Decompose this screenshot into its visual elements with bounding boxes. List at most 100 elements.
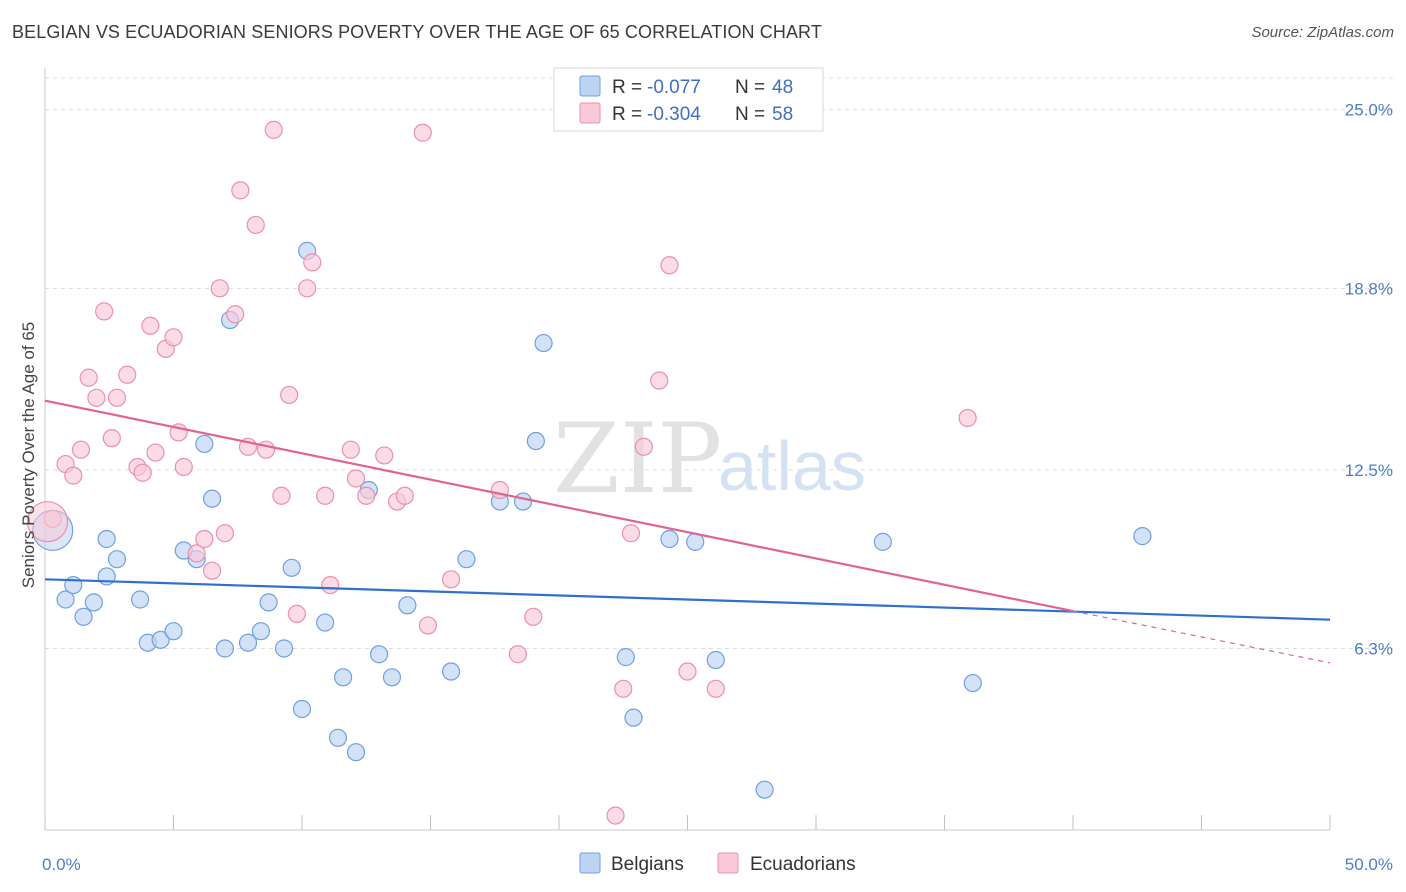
point-ecuadorians	[606, 806, 625, 825]
point-ecuadorians	[102, 429, 121, 448]
point-ecuadorians	[87, 388, 106, 407]
legend-r-label-ecuadorians: R =	[612, 104, 642, 125]
point-ecuadorians	[650, 371, 669, 390]
point-belgians	[346, 743, 366, 762]
point-belgians	[259, 593, 278, 612]
point-belgians	[526, 431, 545, 451]
point-ecuadorians	[231, 181, 250, 200]
point-ecuadorians	[316, 486, 335, 505]
point-ecuadorians	[272, 486, 291, 505]
point-ecuadorians	[141, 316, 160, 335]
point-ecuadorians	[146, 443, 165, 462]
point-ecuadorians	[614, 679, 633, 698]
trend-extension-ecuadorians	[1072, 610, 1331, 664]
legend-name-ecuadorians: Ecuadorians	[750, 854, 856, 875]
point-ecuadorians	[215, 524, 234, 543]
point-belgians	[873, 532, 892, 551]
point-belgians	[130, 590, 150, 609]
watermark: ZIP atlas	[553, 403, 866, 515]
point-belgians	[107, 550, 127, 569]
point-belgians	[74, 607, 93, 626]
trend-lines	[44, 399, 1331, 664]
y-axis-title: Seniors Poverty Over the Age of 65	[19, 322, 38, 588]
point-belgians	[164, 622, 183, 641]
point-ecuadorians	[174, 457, 193, 477]
point-belgians	[292, 699, 312, 719]
point-ecuadorians	[195, 529, 214, 549]
point-belgians	[328, 728, 348, 747]
point-ecuadorians	[321, 575, 340, 595]
point-belgians	[370, 645, 389, 664]
point-belgians	[963, 673, 982, 693]
point-ecuadorians	[508, 645, 527, 664]
y-tick-label: 18.8%	[1345, 279, 1393, 298]
legend-swatch-ecuadorians-bottom	[717, 852, 739, 874]
source-note: Source: ZipAtlas.com	[1251, 24, 1394, 41]
point-ecuadorians	[79, 368, 98, 387]
point-belgians	[660, 529, 679, 549]
point-belgians	[56, 590, 75, 609]
point-belgians	[251, 622, 270, 641]
point-belgians	[706, 650, 725, 670]
point-belgians	[755, 780, 774, 799]
point-ecuadorians	[634, 437, 653, 456]
watermark-atlas: atlas	[718, 427, 866, 505]
point-belgians	[616, 648, 635, 667]
point-ecuadorians	[375, 446, 394, 465]
legend-r-value-ecuadorians: -0.304	[647, 104, 701, 125]
chart-title: BELGIAN VS ECUADORIAN SENIORS POVERTY OV…	[12, 22, 822, 42]
point-ecuadorians	[418, 616, 438, 635]
trend-line-ecuadorians	[44, 399, 1074, 613]
watermark-zip: ZIP	[553, 403, 722, 515]
legend-swatch-belgians	[579, 75, 601, 97]
point-ecuadorians	[202, 561, 222, 580]
legend-r-label-belgians: R =	[612, 77, 642, 98]
point-belgians	[513, 492, 533, 511]
point-ecuadorians	[164, 328, 183, 347]
data-points	[26, 120, 1152, 825]
legend-swatch-ecuadorians	[579, 102, 601, 124]
point-belgians	[316, 613, 335, 632]
point-ecuadorians	[303, 253, 322, 272]
point-ecuadorians	[341, 440, 360, 459]
x-tick-label: 0.0%	[42, 855, 81, 874]
point-belgians	[398, 596, 417, 615]
point-ecuadorians	[264, 120, 283, 139]
point-belgians	[84, 593, 103, 612]
legend-name-belgians: Belgians	[611, 854, 684, 875]
point-ecuadorians	[118, 365, 137, 384]
point-ecuadorians	[524, 607, 543, 626]
point-ecuadorians	[280, 385, 299, 405]
point-belgians	[215, 639, 234, 658]
point-ecuadorians	[287, 604, 306, 624]
stats-legend: R = -0.077 N = 48 R = -0.304 N = 58	[553, 67, 824, 132]
gridlines	[45, 77, 1395, 649]
point-ecuadorians	[357, 486, 376, 505]
point-belgians	[195, 434, 214, 454]
legend-n-label-ecuadorians: N =	[735, 104, 765, 125]
x-tick-label: 50.0%	[1345, 855, 1393, 874]
point-ecuadorians	[64, 466, 83, 485]
point-belgians	[457, 550, 476, 569]
y-tick-label: 25.0%	[1345, 101, 1393, 120]
legend-swatch-belgians-bottom	[579, 852, 601, 874]
axes	[44, 68, 1331, 831]
point-ecuadorians	[71, 440, 91, 459]
point-ecuadorians	[958, 408, 977, 428]
point-ecuadorians	[26, 501, 69, 543]
series-legend: Belgians Ecuadorians	[579, 852, 856, 875]
point-belgians	[624, 708, 643, 727]
point-belgians	[1133, 527, 1152, 546]
y-tick-label: 12.5%	[1345, 461, 1393, 480]
point-belgians	[97, 529, 116, 549]
point-ecuadorians	[107, 388, 127, 407]
legend-r-value-belgians: -0.077	[647, 77, 701, 98]
point-ecuadorians	[441, 570, 461, 589]
y-tick-labels: 6.3% 12.5% 18.8% 25.0%	[1345, 101, 1393, 659]
point-ecuadorians	[346, 469, 366, 488]
point-ecuadorians	[133, 463, 152, 482]
y-tick-label: 6.3%	[1354, 639, 1393, 658]
x-tick-labels: 0.0% 50.0%	[42, 855, 1393, 874]
point-ecuadorians	[706, 679, 725, 698]
legend-n-label-belgians: N =	[735, 77, 765, 98]
